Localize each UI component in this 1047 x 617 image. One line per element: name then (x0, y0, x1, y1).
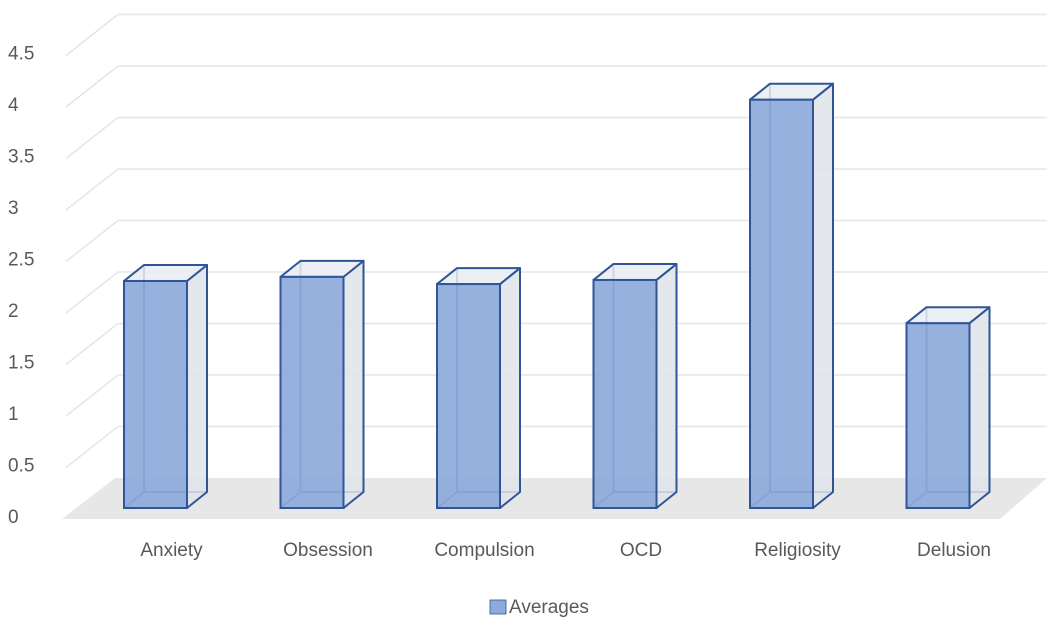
gridline-depth (65, 219, 119, 263)
legend-label: Averages (509, 597, 589, 617)
bar-front-face (279, 275, 345, 509)
x-category-label: Delusion (917, 540, 991, 561)
y-tick-label: 2.5 (8, 250, 34, 271)
y-tick-label: 0 (8, 507, 19, 528)
bar-delusion (905, 306, 991, 509)
legend-swatch (489, 599, 507, 615)
bar-side-face (186, 263, 208, 509)
y-tick-label: 0.5 (8, 456, 34, 477)
gridline-depth (65, 271, 119, 314)
bar-front-face (123, 279, 188, 510)
gridline-depth (65, 425, 119, 469)
gridline-depth (65, 168, 119, 211)
x-category-label: Religiosity (754, 540, 841, 561)
x-category-label: Compulsion (434, 540, 534, 561)
y-tick-label: 2 (8, 301, 19, 322)
bar-side-face (968, 306, 991, 509)
y-tick-label: 1.5 (8, 353, 34, 374)
bar-side-face (499, 267, 521, 509)
bar-front-face (905, 322, 971, 509)
bar-front-face (749, 98, 814, 509)
bar-religiosity (749, 82, 834, 509)
bar-ocd (592, 262, 678, 510)
y-tick-label: 4.5 (8, 44, 34, 65)
gridline-depth (65, 374, 119, 417)
bar-side-face (342, 259, 365, 509)
x-category-label: Obsession (283, 540, 373, 561)
bar-side-face (812, 82, 834, 509)
bar-front-face (436, 283, 501, 509)
y-tick-label: 3 (8, 198, 19, 219)
bar-obsession (279, 259, 365, 509)
bar-anxiety (123, 263, 208, 510)
gridline-depth (65, 13, 119, 57)
x-category-label: OCD (620, 540, 662, 561)
y-tick-label: 4 (8, 95, 19, 116)
y-tick-label: 3.5 (8, 147, 34, 168)
chart-floor (62, 478, 1047, 519)
bar-compulsion (436, 267, 521, 509)
gridline-depth (65, 65, 119, 108)
gridline-depth (65, 322, 119, 366)
bar-side-face (655, 262, 678, 509)
bar-front-face (592, 278, 658, 510)
x-category-label: Anxiety (140, 540, 203, 561)
y-tick-label: 1 (8, 404, 19, 425)
gridline-depth (65, 116, 119, 160)
